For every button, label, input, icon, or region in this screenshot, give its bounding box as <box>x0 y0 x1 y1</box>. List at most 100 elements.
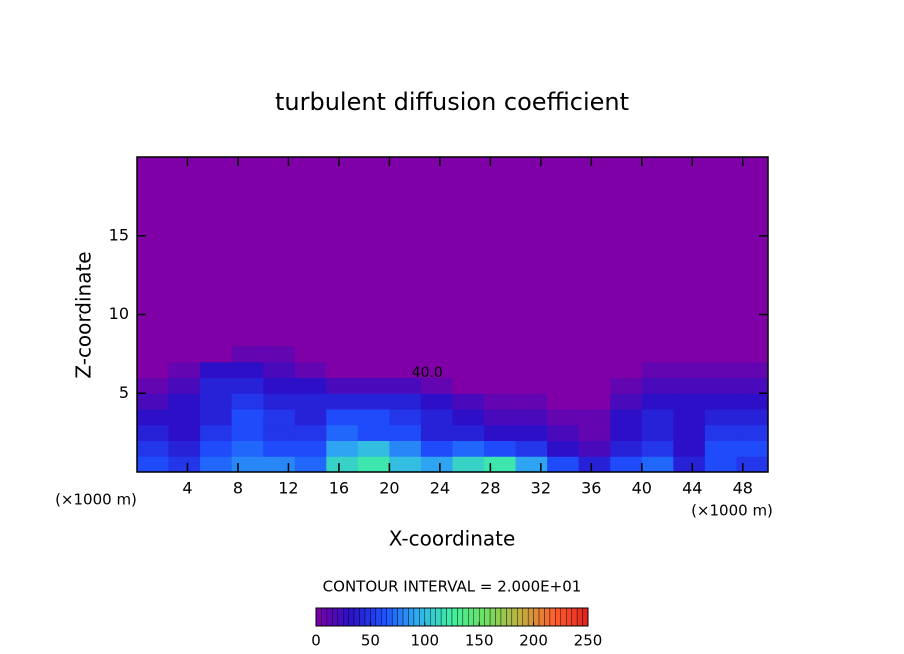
heat-cell <box>736 346 769 363</box>
heat-cell <box>484 393 517 410</box>
heat-cell <box>452 409 485 426</box>
colorbar-tick-label: 0 <box>311 632 321 650</box>
colorbar-segment <box>446 607 453 627</box>
colorbar-segment <box>353 607 360 627</box>
heat-cell <box>704 361 737 378</box>
colorbar-segment <box>457 607 464 627</box>
heat-cell <box>231 393 264 410</box>
colorbar-segment <box>332 607 338 627</box>
heat-cell <box>452 456 485 473</box>
heat-cell <box>736 456 769 473</box>
colorbar-segment <box>440 607 447 627</box>
heat-cell <box>294 346 327 363</box>
heat-cell <box>231 409 264 426</box>
heat-cell <box>200 456 233 473</box>
heat-cell <box>294 361 327 378</box>
heat-cell <box>168 456 201 473</box>
heat-cell <box>326 346 359 363</box>
chart-title: turbulent diffusion coefficient <box>275 88 629 116</box>
x-tick-label: 8 <box>233 479 243 498</box>
contour-interval-label: CONTOUR INTERVAL = 2.000E+01 <box>323 578 582 596</box>
heat-cell <box>704 456 737 473</box>
heat-cell <box>263 346 296 363</box>
heat-cell <box>578 377 611 394</box>
heat-cell <box>326 456 359 473</box>
colorbar-segment <box>391 607 398 627</box>
x-tick-label: 48 <box>733 479 753 498</box>
heat-cell <box>736 393 769 410</box>
colorbar-segment <box>375 607 382 627</box>
colorbar-segment <box>511 607 518 627</box>
heat-cell <box>420 361 453 378</box>
heat-cell <box>515 440 548 457</box>
heat-cell <box>389 409 422 426</box>
heat-cell <box>641 377 674 394</box>
heat-cell <box>704 440 737 457</box>
heat-cell <box>610 456 643 473</box>
heat-cell <box>420 409 453 426</box>
heat-cell <box>326 393 359 410</box>
heat-cell <box>357 424 390 441</box>
heat-cell <box>452 346 485 363</box>
heat-cell <box>263 377 296 394</box>
heat-cell <box>263 440 296 457</box>
colorbar-segment <box>582 607 589 627</box>
colorbar-segment <box>408 607 415 627</box>
heat-cell <box>547 409 580 426</box>
heat-cell <box>578 440 611 457</box>
colorbar-tick-label: 250 <box>574 632 603 650</box>
heat-cell <box>420 440 453 457</box>
colorbar-segment <box>555 607 561 627</box>
heat-cell <box>168 361 201 378</box>
heat-cell <box>389 393 422 410</box>
heat-cell <box>452 440 485 457</box>
heat-cell <box>578 346 611 363</box>
heat-cell <box>547 377 580 394</box>
heat-cell <box>326 440 359 457</box>
heat-cell <box>357 393 390 410</box>
heat-cell <box>357 456 390 473</box>
y-tick-label: 10 <box>109 304 129 323</box>
heat-cell <box>263 409 296 426</box>
colorbar-tick-label: 200 <box>519 632 548 650</box>
heat-cell <box>673 440 706 457</box>
heat-cell <box>200 393 233 410</box>
colorbar-segment <box>576 607 583 627</box>
x-tick-label: 24 <box>430 479 450 498</box>
heat-cell <box>641 409 674 426</box>
heat-cell <box>294 424 327 441</box>
heat-cell <box>610 377 643 394</box>
colorbar-segment <box>402 607 409 627</box>
heat-cell <box>641 393 674 410</box>
heat-cell <box>357 361 390 378</box>
heat-cell <box>420 393 453 410</box>
heat-cell <box>578 424 611 441</box>
heat-cell <box>484 456 517 473</box>
heat-cell <box>200 424 233 441</box>
heat-cell <box>452 424 485 441</box>
heat-cell <box>263 393 296 410</box>
heat-cell <box>515 361 548 378</box>
heat-cell <box>641 424 674 441</box>
heat-cell <box>326 377 359 394</box>
heat-cell <box>420 424 453 441</box>
heat-cell <box>736 424 769 441</box>
y-tick-label: 5 <box>119 383 129 402</box>
heat-cell <box>704 377 737 394</box>
heat-cell <box>547 440 580 457</box>
heat-cell <box>200 409 233 426</box>
heat-cell <box>294 440 327 457</box>
heat-cell <box>389 456 422 473</box>
colorbar-segment <box>489 607 496 627</box>
heat-cell <box>420 346 453 363</box>
heat-cell <box>484 424 517 441</box>
heat-cell <box>515 409 548 426</box>
y-unit-label: (×1000 m) <box>55 491 137 509</box>
heat-cell <box>294 456 327 473</box>
heat-cell <box>484 440 517 457</box>
heat-cell <box>673 377 706 394</box>
colorbar-segment <box>544 607 551 627</box>
heat-cell <box>168 424 201 441</box>
heat-cell <box>137 424 170 441</box>
